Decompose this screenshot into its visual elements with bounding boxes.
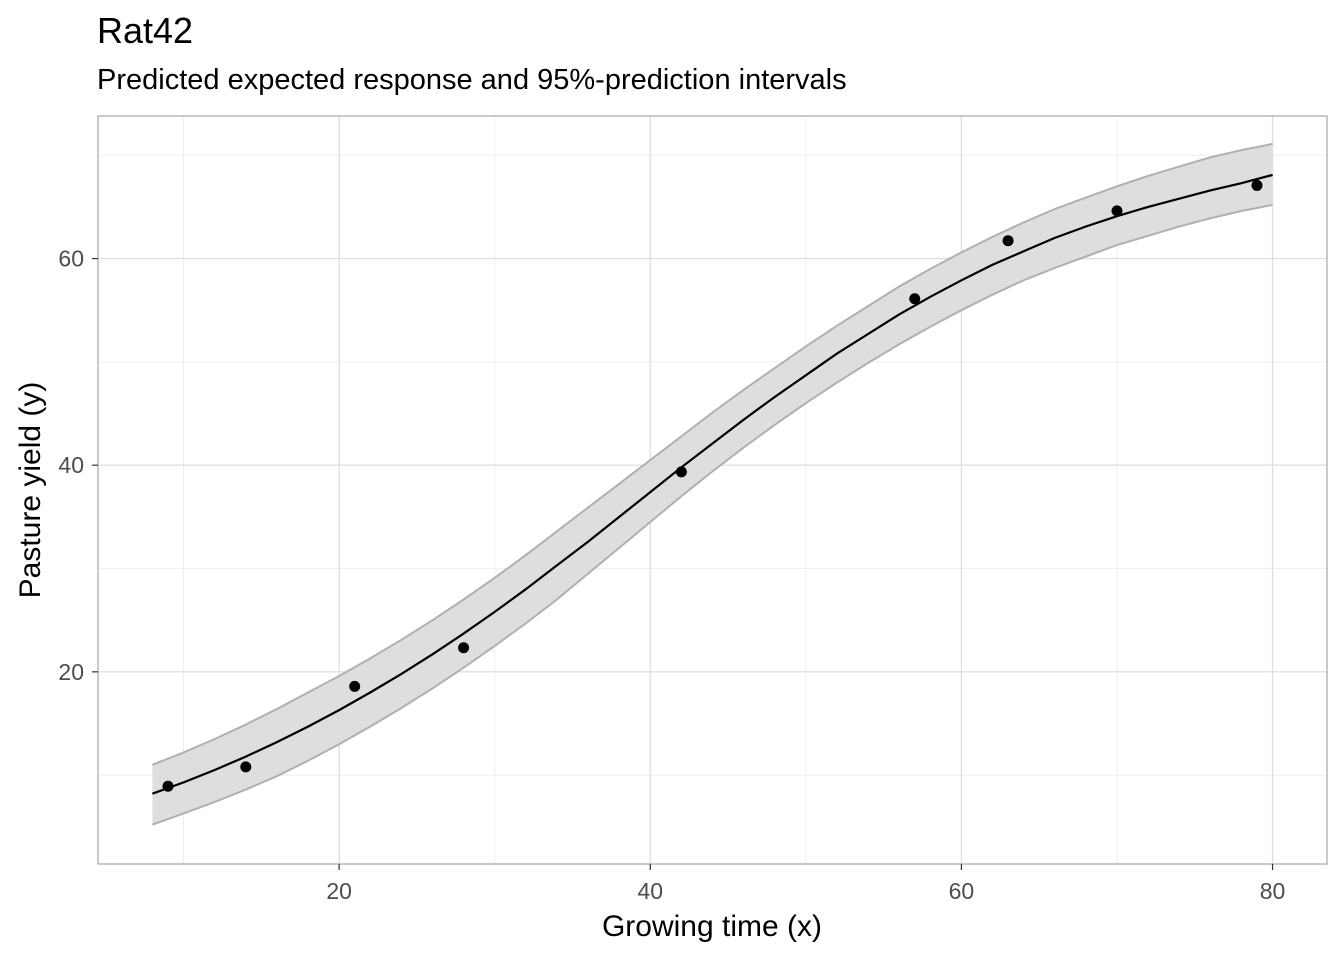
data-point bbox=[1111, 205, 1123, 217]
fitted-curve bbox=[152, 173, 1273, 795]
grid-major bbox=[98, 116, 1327, 864]
x-tick-label: 40 bbox=[637, 878, 663, 904]
x-tick-label: 20 bbox=[326, 878, 352, 904]
chart-title: Rat42 bbox=[97, 10, 194, 51]
panel-border bbox=[97, 115, 1328, 865]
y-tick-label: 60 bbox=[58, 246, 84, 272]
data-point bbox=[675, 466, 687, 478]
data-point bbox=[240, 761, 252, 773]
prediction-band-lower-edge bbox=[152, 203, 1273, 826]
x-axis-ticks: 20 40 60 80 bbox=[326, 864, 1285, 904]
data-point bbox=[162, 780, 174, 792]
y-axis-title: Pasture yield (y) bbox=[14, 382, 47, 599]
x-tick-label: 60 bbox=[949, 878, 975, 904]
data-point bbox=[1251, 179, 1263, 191]
y-tick-label: 40 bbox=[58, 452, 84, 478]
grid-minor bbox=[98, 116, 1327, 864]
observed-points bbox=[162, 179, 1263, 792]
x-tick-label: 80 bbox=[1260, 878, 1286, 904]
y-axis-ticks: 20 40 60 bbox=[58, 246, 98, 685]
prediction-band-upper-edge bbox=[152, 142, 1273, 766]
data-point bbox=[349, 680, 361, 692]
x-axis-title: Growing time (x) bbox=[602, 910, 822, 943]
data-point bbox=[909, 293, 921, 305]
data-point bbox=[458, 642, 470, 654]
y-tick-label: 20 bbox=[58, 659, 84, 685]
data-point bbox=[1002, 235, 1014, 247]
chart-subtitle: Predicted expected response and 95%-pred… bbox=[97, 64, 847, 96]
